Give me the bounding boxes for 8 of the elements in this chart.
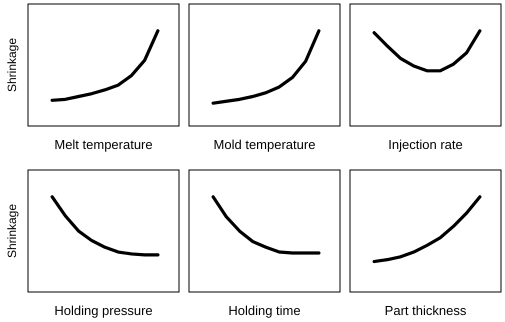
x-axis-title: Holding pressure <box>54 303 153 318</box>
y-axis-title: Shrinkage <box>5 204 19 258</box>
x-axis-title: Part thickness <box>384 303 467 318</box>
x-axis-title: Injection rate <box>388 137 463 152</box>
x-axis-title: Melt temperature <box>54 137 153 152</box>
x-axis-title: Holding time <box>228 303 301 318</box>
x-axis-title: Mold temperature <box>214 137 316 152</box>
y-axis-title: Shrinkage <box>5 38 19 92</box>
